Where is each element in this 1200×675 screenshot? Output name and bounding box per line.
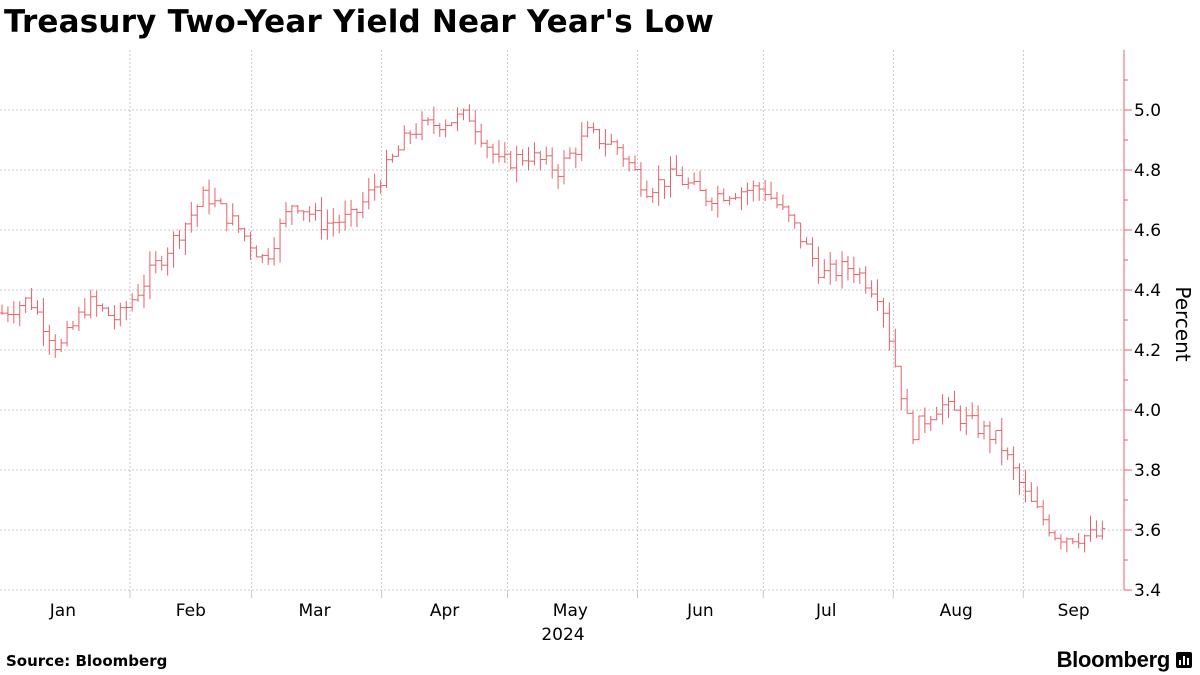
x-tick-label: Sep [1058,601,1090,621]
brand-name: Bloomberg [1056,647,1171,672]
y-tick-label: 4.4 [1134,281,1161,301]
y-axis: 3.4 3.6 3.8 4.0 4.2 4.4 4.6 4.8 5.0 [1123,50,1161,601]
x-tick-label: Feb [176,601,206,621]
x-axis-year-label: 2024 [541,625,584,645]
x-tick-label: Jan [49,601,76,621]
x-tick-label: Aug [940,601,973,621]
y-tick-label: 3.8 [1134,461,1161,481]
x-tick-label: Jul [815,601,837,621]
x-tick-label: Jun [686,601,714,621]
source-note: Source: Bloomberg [6,652,168,670]
y-tick-label: 5.0 [1134,101,1161,121]
y-axis-label: Percent [1171,286,1195,361]
bloomberg-chart-icon [1176,652,1192,668]
x-tick-label: May [553,601,588,621]
y-tick-label: 3.4 [1134,581,1161,601]
y-tick-label: 4.6 [1134,221,1161,241]
chart-grid [0,50,1124,591]
y-tick-label: 4.2 [1134,341,1161,361]
x-tick-label: Mar [299,601,331,621]
y-tick-label: 3.6 [1134,521,1161,541]
y-tick-label: 4.0 [1134,401,1161,421]
y-tick-label: 4.8 [1134,161,1161,181]
page-title: Treasury Two-Year Yield Near Year's Low [4,4,715,40]
x-axis: Jan Feb Mar Apr May Jun Jul Aug Sep [49,590,1090,621]
x-tick-label: Apr [430,601,459,621]
brand-logo: Bloomberg [1057,647,1192,673]
chart-series [0,104,1106,553]
